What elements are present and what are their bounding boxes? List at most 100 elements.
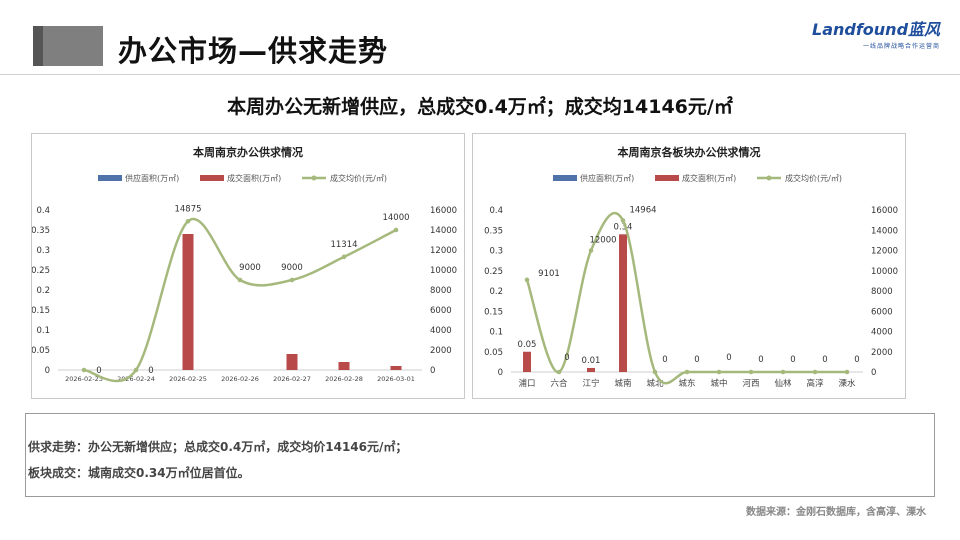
data-source-note: 数据来源：金刚石数据库，含高淳、溧水 (746, 507, 926, 518)
chart-title: 本周南京各板块办公供求情况 (618, 145, 761, 159)
price-line (525, 211, 847, 385)
price-data-label: 0 (694, 355, 699, 365)
logo-subtitle: 一线品牌战略合作运营商 (863, 43, 941, 50)
price-data-label: 14000 (382, 213, 409, 223)
price-point (652, 369, 658, 375)
x-category-label: 溧水 (838, 378, 856, 389)
y-left-tick: 0.4 (36, 206, 50, 216)
price-data-label: 0 (96, 366, 101, 376)
header-accent-block (33, 26, 103, 66)
legend-price-label: 成交均价(元/㎡) (330, 173, 387, 183)
price-point (81, 367, 87, 373)
y-right-tick: 10000 (871, 267, 898, 277)
y-right-tick: 12000 (430, 246, 457, 256)
legend-supply-swatch (553, 175, 577, 181)
legend-supply-swatch (98, 175, 122, 181)
price-data-label: 0 (790, 355, 795, 365)
legend-price-marker (311, 175, 317, 181)
price-point (588, 248, 594, 253)
y-left-tick: 0.15 (32, 306, 50, 316)
price-data-label: 14964 (629, 205, 656, 215)
x-category-label: 高淳 (806, 378, 824, 389)
price-point (716, 369, 722, 375)
x-category-label: 2026-02-26 (221, 375, 259, 383)
price-data-label: 0 (758, 355, 763, 365)
y-right-tick: 0 (430, 366, 435, 376)
deal-data-label: 0.05 (518, 340, 537, 350)
y-right-tick: 6000 (430, 306, 452, 316)
x-category-label: 2026-02-25 (169, 375, 207, 383)
legend-supply-label: 供应面积(万㎡) (580, 173, 634, 183)
deal-bar (286, 354, 298, 370)
price-data-label: 0 (726, 353, 731, 363)
x-category-label: 江宁 (582, 378, 599, 389)
summary-box: 供求走势：办公无新增供应；总成交0.4万㎡，成交均价14146元/㎡； 板块成交… (25, 413, 935, 497)
x-category-label: 仙林 (774, 378, 792, 389)
x-category-label: 城东 (678, 378, 695, 389)
y-right-tick: 16000 (871, 206, 898, 216)
legend-supply-label: 供应面积(万㎡) (125, 173, 179, 183)
price-data-label: 0 (662, 355, 667, 365)
price-point (289, 277, 295, 283)
y-left-tick: 0.35 (484, 226, 503, 236)
y-left-tick: 0 (498, 368, 503, 378)
y-right-tick: 12000 (871, 247, 898, 257)
legend-deal-swatch (200, 175, 224, 181)
legend-price-label: 成交均价(元/㎡) (785, 173, 842, 183)
y-right-tick: 16000 (430, 206, 457, 216)
deal-bar (182, 234, 194, 370)
x-category-label: 城北 (646, 379, 664, 389)
deal-bar (523, 351, 531, 372)
y-right-tick: 4000 (871, 328, 893, 338)
x-category-label: 2026-02-23 (65, 375, 103, 383)
price-data-label: 9000 (239, 263, 261, 273)
y-left-tick: 0.1 (489, 328, 503, 338)
price-data-label: 9101 (538, 269, 560, 279)
y-left-tick: 0.05 (32, 346, 50, 356)
x-category-label: 2026-02-24 (117, 375, 155, 383)
price-data-label: 0 (564, 353, 569, 363)
price-data-label: 14875 (174, 204, 201, 214)
price-point (393, 227, 399, 233)
brand-logo: Landfound蓝风 一线品牌战略合作运营商 (812, 16, 940, 50)
y-right-tick: 2000 (430, 346, 452, 356)
price-point (620, 218, 626, 223)
y-left-tick: 0.15 (484, 307, 503, 317)
x-category-label: 2026-03-01 (377, 375, 415, 383)
price-point (185, 218, 191, 224)
legend-price-marker (766, 175, 772, 181)
y-left-tick: 0.3 (36, 246, 50, 256)
y-left-tick: 0.25 (32, 266, 50, 276)
price-point (748, 369, 754, 375)
summary-line-district: 板块成交：城南成交0.34万㎡位居首位。 (28, 466, 250, 480)
price-data-label: 11314 (330, 240, 357, 250)
x-category-label: 浦口 (518, 378, 535, 389)
price-point (524, 277, 530, 283)
deal-data-label: 0.01 (582, 356, 601, 366)
y-left-tick: 0.35 (32, 226, 50, 236)
headline: 本周办公无新增供应，总成交0.4万㎡；成交均14146元/㎡ (227, 96, 733, 118)
price-point (341, 254, 347, 260)
y-right-tick: 2000 (871, 348, 893, 358)
legend-deal-label: 成交面积(万㎡) (682, 173, 736, 183)
deal-bar (619, 234, 627, 372)
legend-deal-swatch (655, 175, 679, 181)
price-data-label: 0 (148, 366, 153, 376)
price-point (133, 367, 139, 373)
y-right-tick: 14000 (430, 226, 457, 236)
price-data-label: 12000 (589, 236, 616, 246)
y-right-tick: 14000 (871, 226, 898, 236)
deal-bar (338, 362, 350, 370)
y-left-tick: 0.2 (36, 286, 50, 296)
price-data-label: 9000 (281, 263, 303, 273)
chart-panel-districts: 本周南京各板块办公供求情况供应面积(万㎡) 成交面积(万㎡) 成交均价(元/㎡) 0 0… (472, 133, 906, 399)
y-right-tick: 4000 (430, 326, 452, 336)
x-category-label: 2026-02-28 (325, 375, 363, 383)
x-category-label: 六合 (550, 378, 568, 389)
deal-bar (587, 367, 595, 372)
page-title: 办公市场—供求走势 (118, 34, 389, 68)
price-point (237, 277, 243, 283)
x-category-label: 城南 (614, 378, 631, 389)
